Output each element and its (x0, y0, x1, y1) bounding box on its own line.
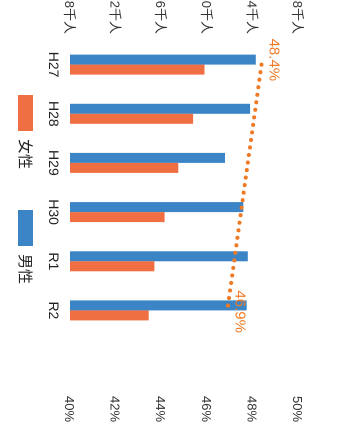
annotations: 48.4% 46.9% (231, 39, 282, 333)
category-label-H28: H28 (46, 101, 62, 127)
trend-line-path (225, 62, 264, 313)
category-labels: H27 H28 H29 H30 R1 R2 (46, 52, 62, 320)
legend-label-male: 男性 (16, 254, 33, 284)
category-label-R2: R2 (46, 301, 62, 319)
bar-female-H29 (70, 162, 179, 173)
bar-male-R2 (70, 300, 247, 311)
bar-male-H27 (70, 54, 256, 65)
bar-female-H27 (70, 64, 205, 75)
right-axis-tick-label: 50% (290, 396, 305, 422)
bar-male-H28 (69, 103, 251, 114)
right-axis-ticks: 40% 42% 44% 46% 48% 50% (62, 396, 305, 422)
left-axis-tick-label: 72千人 (108, 0, 123, 34)
legend-label-female: 女性 (16, 139, 34, 169)
bar-male-H29 (70, 152, 225, 163)
category-label-R1: R1 (46, 252, 62, 270)
annotation-label: 46.9% (231, 290, 248, 333)
left-axis-tick-label: 68千人 (62, 0, 77, 34)
legend-swatch-male (18, 210, 33, 246)
left-axis-tick-label: 76千人 (153, 0, 168, 34)
bar-female-H28 (70, 113, 194, 124)
bars (69, 54, 256, 321)
annotation-label: 48.4% (266, 39, 283, 82)
category-label-H30: H30 (46, 199, 62, 225)
left-axis-ticks: 68千人 72千人 76千人 80千人 84千人 88千人 (62, 0, 305, 34)
legend-swatch-female (18, 95, 33, 131)
trend-line (225, 62, 264, 313)
left-axis-tick-label: 84千人 (244, 0, 259, 34)
category-label-H27: H27 (46, 52, 62, 78)
left-axis-tick-label: 80千人 (199, 0, 214, 34)
bar-female-H30 (70, 212, 165, 223)
bar-female-R2 (70, 310, 149, 321)
right-axis-tick-label: 44% (153, 396, 168, 422)
bar-female-R1 (69, 261, 155, 272)
bar-male-R1 (70, 251, 248, 262)
left-axis-tick-label: 88千人 (290, 0, 305, 34)
right-axis-tick-label: 42% (108, 396, 123, 422)
right-axis-tick-label: 48% (244, 396, 259, 422)
bar-male-H30 (70, 202, 244, 213)
category-label-H29: H29 (46, 150, 62, 176)
right-axis-tick-label: 40% (62, 396, 77, 422)
right-axis-tick-label: 46% (199, 396, 214, 422)
